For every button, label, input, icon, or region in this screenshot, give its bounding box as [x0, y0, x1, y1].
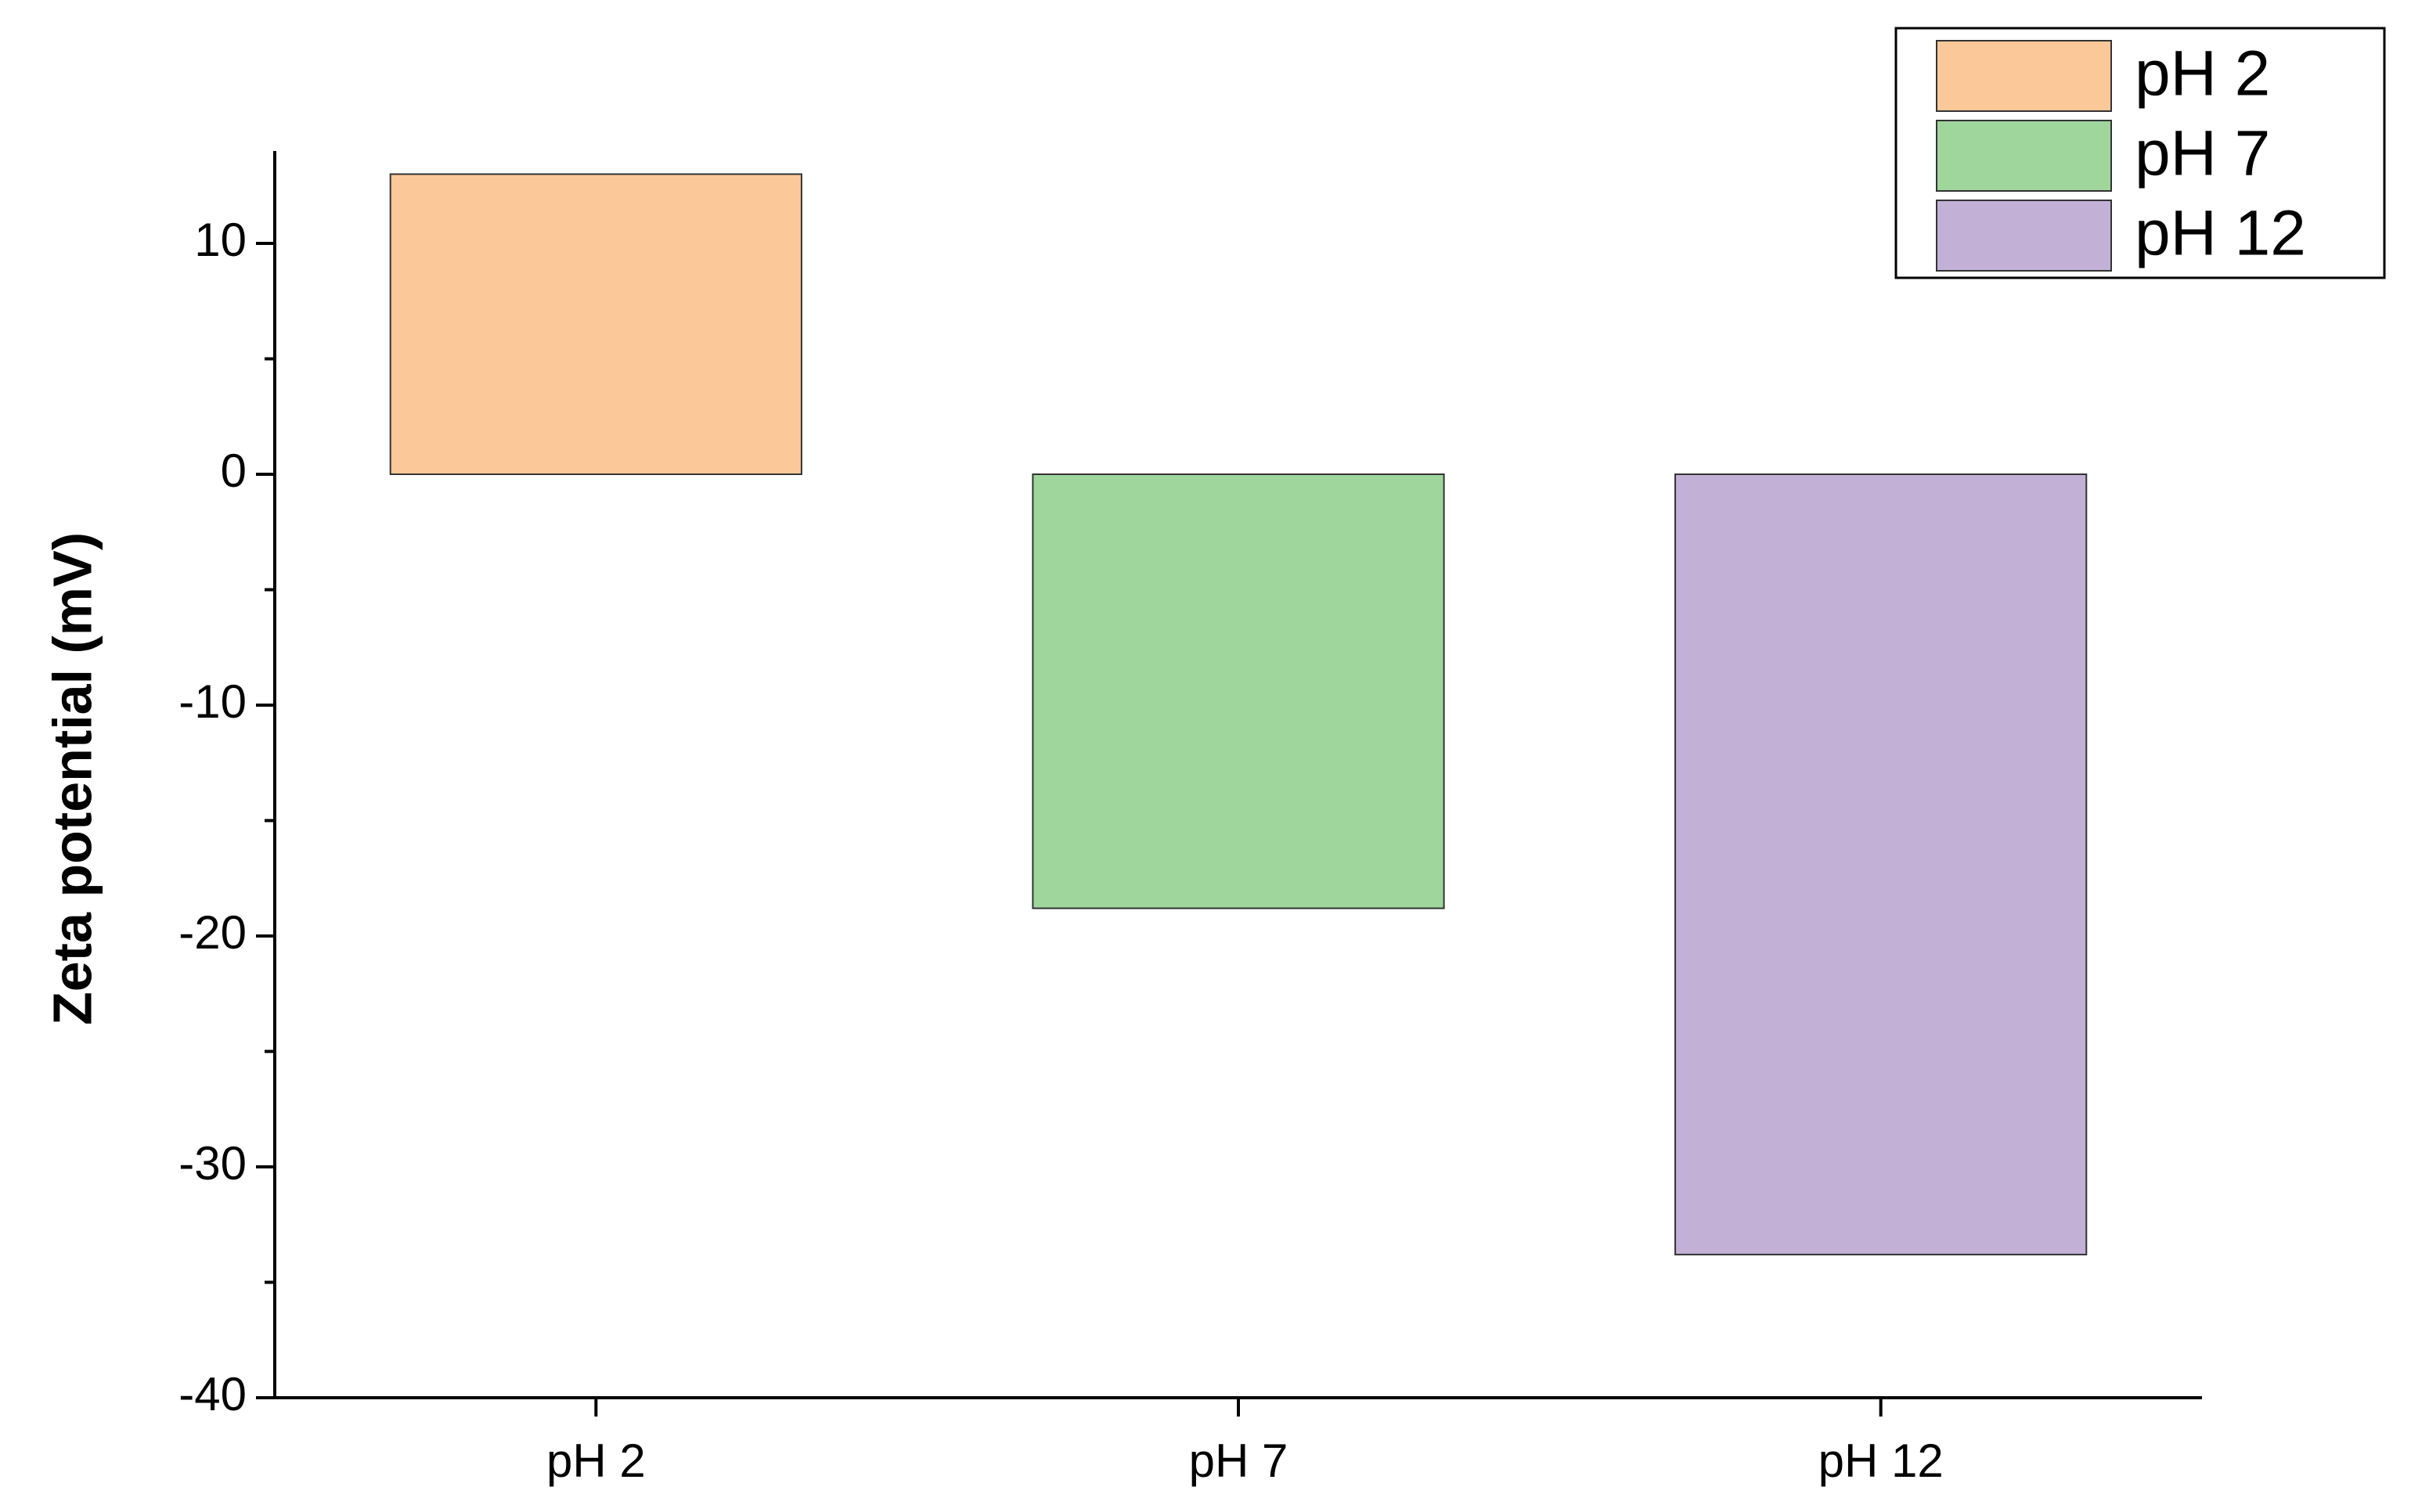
- x-tick-label: pH 7: [1189, 1435, 1288, 1487]
- bar: [1674, 473, 2088, 1256]
- y-tick-label: -40: [178, 1368, 247, 1420]
- y-tick-label: -10: [178, 675, 247, 728]
- bar: [1032, 473, 1445, 909]
- legend-swatch: [1936, 200, 2112, 272]
- x-tick-label: pH 2: [546, 1435, 646, 1487]
- legend-swatch: [1936, 120, 2112, 192]
- x-tick-label: pH 12: [1818, 1435, 1944, 1487]
- y-tick-label: 10: [194, 214, 247, 266]
- y-axis-title: Zeta potential (mV): [41, 532, 103, 1025]
- y-tick-label: -20: [178, 906, 247, 959]
- bar: [389, 173, 802, 475]
- legend-swatch: [1936, 40, 2112, 112]
- legend-label: pH 2: [2135, 38, 2270, 110]
- y-tick-label: 0: [221, 445, 247, 497]
- legend-label: pH 12: [2135, 198, 2306, 269]
- legend-label: pH 7: [2135, 118, 2270, 189]
- y-tick-label: -30: [178, 1137, 247, 1190]
